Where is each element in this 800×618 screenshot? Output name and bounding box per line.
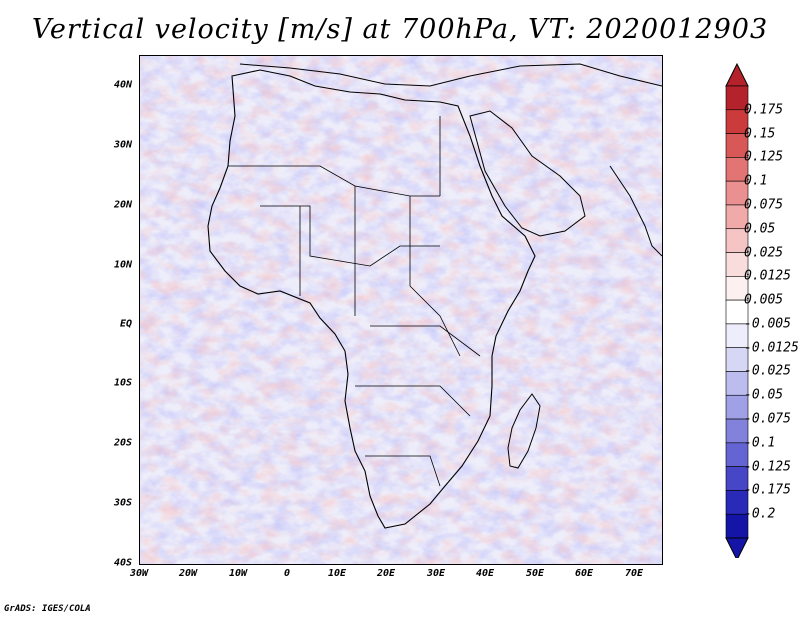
colorbar-label: -0.2	[744, 506, 776, 522]
map-frame	[139, 55, 663, 565]
x-tick-label: 10W	[228, 568, 248, 579]
x-tick-label: 50E	[525, 568, 545, 579]
x-tick-label: 10E	[327, 568, 347, 579]
colorbar-max-arrow	[725, 62, 749, 87]
y-tick-label: 40N	[113, 79, 132, 91]
y-tick-label: 30N	[113, 139, 132, 151]
colorbar	[725, 62, 749, 558]
colorbar-label: -0.1	[744, 435, 776, 451]
y-tick-label: 10N	[113, 259, 132, 271]
x-tick-label: 40E	[475, 568, 495, 579]
colorbar-label: -0.175	[744, 482, 791, 498]
x-tick-label: 30E	[426, 568, 446, 579]
colorbar-label: 0.15	[744, 126, 776, 142]
colorbar-label: -0.125	[744, 459, 791, 475]
africa-coastline	[207, 69, 536, 529]
colorbar-label: 0.05	[744, 221, 776, 237]
y-tick-label: 20S	[113, 437, 132, 449]
eurasia-coastline	[239, 63, 662, 87]
colorbar-label: 0.1	[744, 173, 768, 189]
colorbar-label: 0.0125	[744, 268, 791, 284]
colorbar-label: 0.075	[744, 197, 784, 213]
y-tick-label: 30S	[113, 497, 132, 509]
colorbar-min-arrow	[725, 537, 749, 558]
credit-text: GrADS: IGES/COLA	[4, 604, 91, 614]
colorbar-label: 0.125	[744, 149, 784, 165]
x-tick-label: 0	[283, 568, 291, 579]
x-tick-label: 30W	[129, 568, 149, 579]
colorbar-label: -0.075	[744, 411, 791, 427]
colorbar-label: -0.05	[744, 387, 784, 403]
x-tick-label: 70E	[624, 568, 644, 579]
figure-title: Vertical velocity [m/s] at 700hPa, VT: 2…	[31, 14, 769, 45]
country-borders	[228, 116, 481, 487]
x-tick-label: 60E	[574, 568, 594, 579]
colorbar-label: 0.025	[744, 245, 784, 261]
x-tick-label: 20W	[178, 568, 198, 579]
madagascar-outline	[507, 393, 541, 469]
y-tick-label: 40S	[113, 557, 132, 569]
y-tick-label: 10S	[113, 377, 132, 389]
colorbar-label: -0.0125	[744, 340, 799, 356]
colorbar-label: 0.005	[744, 292, 784, 308]
colorbar-label: 0.175	[744, 102, 784, 118]
colorbar-label: -0.025	[744, 363, 791, 379]
colorbar-label: -0.005	[744, 316, 791, 332]
vertical-velocity-map	[140, 56, 662, 564]
y-tick-label: 20N	[113, 199, 132, 211]
y-tick-label: EQ	[119, 318, 132, 330]
rising-motion-field	[140, 56, 662, 564]
x-tick-label: 20E	[376, 568, 396, 579]
arabia-outline	[469, 110, 586, 237]
india-coastline	[609, 165, 662, 257]
